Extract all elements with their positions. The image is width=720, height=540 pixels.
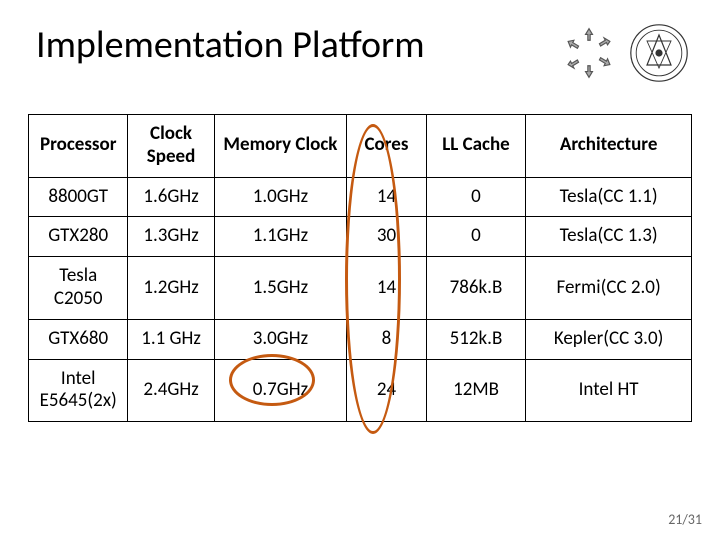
cell: 30 (347, 217, 427, 257)
cell: 786k.B (426, 257, 525, 320)
cell: 14 (347, 177, 427, 217)
table-row: GTX680 1.1 GHz 3.0GHz 8 512k.B Kepler(CC… (29, 319, 692, 359)
col-header: LL Cache (426, 115, 525, 178)
col-header: Cores (347, 115, 427, 178)
col-header: Clock Speed (128, 115, 214, 178)
table-container: Processor Clock Speed Memory Clock Cores… (0, 84, 720, 422)
cell: 1.1 GHz (128, 319, 214, 359)
cell: 1.3GHz (128, 217, 214, 257)
col-header: Architecture (526, 115, 692, 178)
table-row: Tesla C2050 1.2GHz 1.5GHz 14 786k.B Ferm… (29, 257, 692, 320)
cell: Fermi(CC 2.0) (526, 257, 692, 320)
logo-area (558, 22, 690, 84)
cell: 2.4GHz (128, 359, 214, 422)
cell: 0.7GHz (214, 359, 347, 422)
cell: 1.5GHz (214, 257, 347, 320)
col-header: Memory Clock (214, 115, 347, 178)
table-row: Intel E5645(2x) 2.4GHz 0.7GHz 24 12MB In… (29, 359, 692, 422)
cell: 12MB (426, 359, 525, 422)
page-title: Implementation Platform (36, 22, 558, 68)
cell: 1.6GHz (128, 177, 214, 217)
col-header: Processor (29, 115, 128, 178)
page-number: 21/31 (668, 511, 702, 528)
table-row: GTX280 1.3GHz 1.1GHz 30 0 Tesla(CC 1.3) (29, 217, 692, 257)
cell: 14 (347, 257, 427, 320)
cell: Intel E5645(2x) (29, 359, 128, 422)
cell: 1.0GHz (214, 177, 347, 217)
cell: 24 (347, 359, 427, 422)
table-header-row: Processor Clock Speed Memory Clock Cores… (29, 115, 692, 178)
cell: 0 (426, 217, 525, 257)
cell: 1.2GHz (128, 257, 214, 320)
cell: GTX680 (29, 319, 128, 359)
cell: Tesla(CC 1.3) (526, 217, 692, 257)
cell: 8 (347, 319, 427, 359)
cell: 512k.B (426, 319, 525, 359)
cell: 1.1GHz (214, 217, 347, 257)
cell: Intel HT (526, 359, 692, 422)
logo-seal-icon (628, 22, 690, 84)
cell: 0 (426, 177, 525, 217)
cell: 8800GT (29, 177, 128, 217)
cell: Tesla C2050 (29, 257, 128, 320)
platform-table: Processor Clock Speed Memory Clock Cores… (28, 114, 692, 422)
table-row: 8800GT 1.6GHz 1.0GHz 14 0 Tesla(CC 1.1) (29, 177, 692, 217)
cell: Tesla(CC 1.1) (526, 177, 692, 217)
logo-arrows-icon (558, 22, 620, 84)
cell: 3.0GHz (214, 319, 347, 359)
cell: GTX280 (29, 217, 128, 257)
cell: Kepler(CC 3.0) (526, 319, 692, 359)
